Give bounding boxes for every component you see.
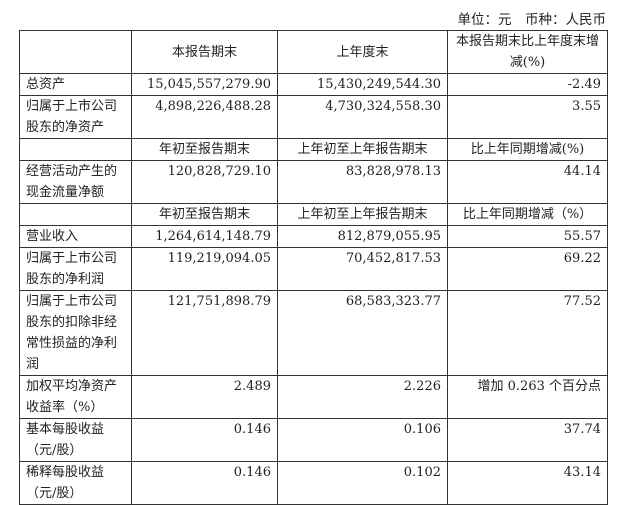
cell-value: 增加 0.263 个百分点 xyxy=(447,375,608,419)
header-cell: 比上年同期增减（%） xyxy=(447,203,608,226)
cell-value: 812,879,055.95 xyxy=(277,225,448,248)
table-row: 稀释每股收益（元/股） 0.146 0.102 43.14 xyxy=(19,461,608,505)
cell-value: 15,430,249,544.30 xyxy=(277,73,448,96)
financial-data-table: 本报告期末 上年度末 本报告期末比上年度末增减(%) 总资产 15,045,55… xyxy=(19,30,608,505)
header-cell: 上年度末 xyxy=(277,30,448,74)
row-label: 基本每股收益（元/股） xyxy=(19,418,132,462)
cell-value: 44.14 xyxy=(447,160,608,204)
header-cell: 年初至报告期末 xyxy=(131,138,278,161)
cell-value: 0.102 xyxy=(277,461,448,505)
header-row: 年初至报告期末 上年初至上年报告期末 比上年同期增减（%） xyxy=(19,203,608,226)
header-cell-empty xyxy=(19,30,132,74)
header-row: 本报告期末 上年度末 本报告期末比上年度末增减(%) xyxy=(19,30,608,74)
row-label: 加权平均净资产收益率（%） xyxy=(19,375,132,419)
cell-value: 70,452,817.53 xyxy=(277,247,448,291)
table-row: 归属于上市公司股东的净资产 4,898,226,488.28 4,730,324… xyxy=(19,95,608,139)
cell-value: 69.22 xyxy=(447,247,608,291)
header-cell-empty xyxy=(19,138,132,161)
cell-value: 37.74 xyxy=(447,418,608,462)
table-row: 归属于上市公司股东的扣除非经常性损益的净利润 121,751,898.79 68… xyxy=(19,290,608,376)
cell-value: 120,828,729.10 xyxy=(131,160,278,204)
header-cell: 本报告期末比上年度末增减(%) xyxy=(447,30,608,74)
cell-value: 77.52 xyxy=(447,290,608,376)
header-cell: 年初至报告期末 xyxy=(131,203,278,226)
cell-value: 15,045,557,279.90 xyxy=(131,73,278,96)
row-label: 经营活动产生的现金流量净额 xyxy=(19,160,132,204)
row-label: 稀释每股收益（元/股） xyxy=(19,461,132,505)
row-label: 总资产 xyxy=(19,73,132,96)
cell-value: 2.489 xyxy=(131,375,278,419)
cell-value: 2.226 xyxy=(277,375,448,419)
cell-value: 4,898,226,488.28 xyxy=(131,95,278,139)
cell-value: 43.14 xyxy=(447,461,608,505)
header-cell: 比上年同期增减(%) xyxy=(447,138,608,161)
header-cell: 上年初至上年报告期末 xyxy=(277,138,448,161)
cell-value: 1,264,614,148.79 xyxy=(131,225,278,248)
table-row: 总资产 15,045,557,279.90 15,430,249,544.30 … xyxy=(19,73,608,96)
table-row: 营业收入 1,264,614,148.79 812,879,055.95 55.… xyxy=(19,225,608,248)
cell-value: 68,583,323.77 xyxy=(277,290,448,376)
cell-value: 3.55 xyxy=(447,95,608,139)
cell-value: 119,219,094.05 xyxy=(131,247,278,291)
row-label: 归属于上市公司股东的净利润 xyxy=(19,247,132,291)
unit-currency-label: 单位：元 币种：人民币 xyxy=(457,12,607,28)
table-row: 经营活动产生的现金流量净额 120,828,729.10 83,828,978.… xyxy=(19,160,608,204)
cell-value: 0.146 xyxy=(131,461,278,505)
header-row: 年初至报告期末 上年初至上年报告期末 比上年同期增减(%) xyxy=(19,138,608,161)
header-cell: 本报告期末 xyxy=(131,30,278,74)
row-label: 营业收入 xyxy=(19,225,132,248)
cell-value: -2.49 xyxy=(447,73,608,96)
cell-value: 55.57 xyxy=(447,225,608,248)
cell-value: 121,751,898.79 xyxy=(131,290,278,376)
cell-value: 0.106 xyxy=(277,418,448,462)
table-row: 加权平均净资产收益率（%） 2.489 2.226 增加 0.263 个百分点 xyxy=(19,375,608,419)
cell-value: 4,730,324,558.30 xyxy=(277,95,448,139)
header-cell-empty xyxy=(19,203,132,226)
row-label: 归属于上市公司股东的净资产 xyxy=(19,95,132,139)
table-row: 归属于上市公司股东的净利润 119,219,094.05 70,452,817.… xyxy=(19,247,608,291)
row-label: 归属于上市公司股东的扣除非经常性损益的净利润 xyxy=(19,290,132,376)
cell-value: 83,828,978.13 xyxy=(277,160,448,204)
table-row: 基本每股收益（元/股） 0.146 0.106 37.74 xyxy=(19,418,608,462)
header-cell: 上年初至上年报告期末 xyxy=(277,203,448,226)
cell-value: 0.146 xyxy=(131,418,278,462)
